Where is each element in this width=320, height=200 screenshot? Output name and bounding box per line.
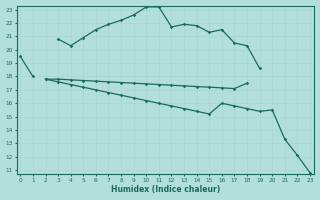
X-axis label: Humidex (Indice chaleur): Humidex (Indice chaleur): [111, 185, 220, 194]
